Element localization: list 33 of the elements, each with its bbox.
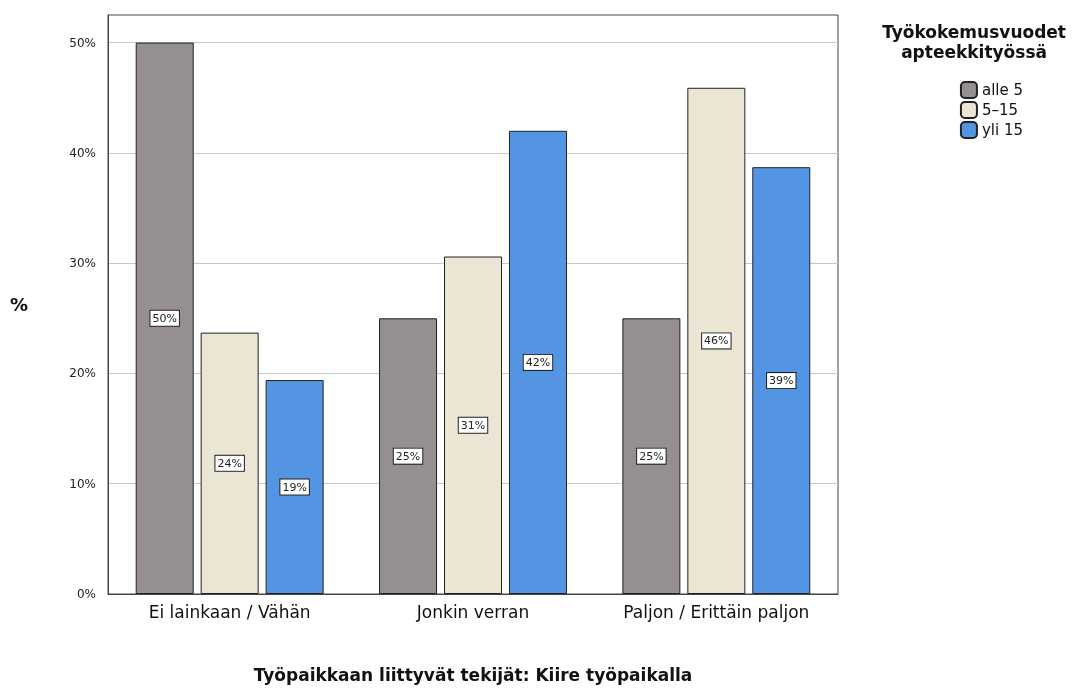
- y-tick-label: 0%: [76, 587, 96, 601]
- data-label: 50%: [152, 311, 177, 325]
- data-label: 25%: [639, 449, 664, 463]
- data-label: 19%: [282, 480, 307, 494]
- legend-label: alle 5: [981, 81, 1024, 99]
- data-label: 31%: [460, 418, 486, 432]
- data-label: 39%: [769, 374, 794, 388]
- legend-label: yli 15: [981, 121, 1024, 139]
- x-axis-title: Työpaikkaan liittyvät tekijät: Kiire työpaikalla: [253, 664, 693, 685]
- bar: [379, 318, 438, 594]
- y-tick-label: 30%: [69, 256, 96, 271]
- bar: [687, 87, 746, 594]
- y-axis-title: %: [9, 294, 28, 315]
- x-tick-label: Paljon / Erittäin paljon: [623, 602, 810, 622]
- bar: [444, 256, 502, 594]
- y-tick-label: 50%: [69, 35, 96, 50]
- bar: [135, 42, 194, 594]
- bar: [508, 130, 567, 594]
- bar: [752, 167, 811, 594]
- bar: [200, 332, 259, 594]
- x-tick-label: Ei lainkaan / Vähän: [148, 602, 311, 622]
- y-tick-label: 20%: [69, 366, 96, 381]
- bar: [622, 318, 681, 594]
- legend-label: 5–15: [981, 101, 1019, 119]
- legend-title: Työkokemusvuodet apteekkityössä: [882, 22, 1066, 62]
- y-tick-label: 10%: [69, 476, 96, 491]
- data-label: 24%: [217, 456, 242, 470]
- data-label: 46%: [704, 334, 729, 348]
- bar: [265, 380, 324, 594]
- y-tick-label: 40%: [69, 145, 96, 160]
- data-label: 42%: [525, 355, 551, 369]
- data-label: 25%: [395, 449, 421, 463]
- x-tick-label: Jonkin verran: [415, 602, 530, 622]
